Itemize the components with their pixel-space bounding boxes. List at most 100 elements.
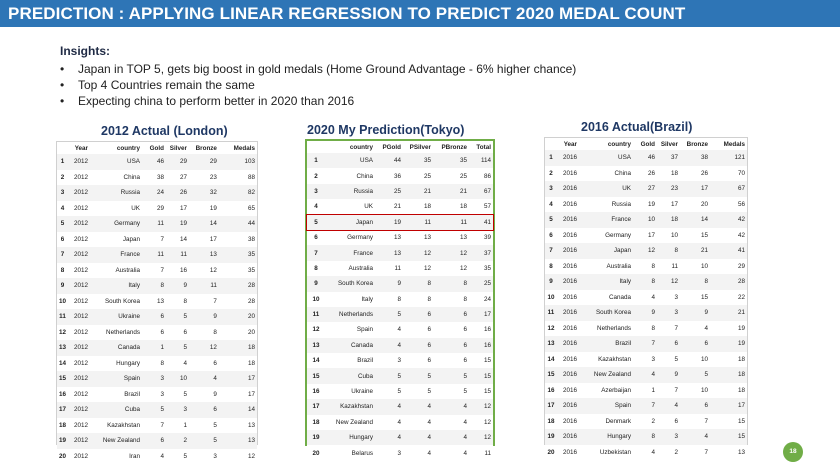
table-cell: 6 (403, 322, 433, 338)
row-index: 9 (307, 276, 325, 292)
table-cell: 8 (141, 278, 166, 294)
table-cell: 18 (657, 165, 680, 181)
table-row: 20 2012 Iran 4 5 3 12 (57, 448, 257, 464)
table-cell: New Zealand (325, 414, 375, 431)
table-cell: 7 (141, 262, 166, 278)
table-cell: 27 (165, 169, 189, 185)
table-cell: 5 (141, 402, 166, 418)
column-header: PGold (382, 143, 401, 151)
table-cell: 38 (218, 231, 257, 247)
table-cell: 13 (710, 444, 747, 460)
table-cell: 25 (403, 168, 433, 184)
row-index: 4 (57, 200, 69, 216)
row-index: 10 (545, 289, 557, 305)
table-row: 12 Spain 4 6 6 16 (307, 322, 493, 338)
row-index: 17 (57, 402, 69, 418)
table-cell: Brazil (325, 353, 375, 369)
column-header: country (607, 140, 631, 148)
table-cell: 15 (469, 368, 493, 384)
table-cell: 18 (710, 382, 747, 398)
table-row: 8 2016 Australia 8 11 10 29 (545, 258, 747, 274)
table-cell: Kazakhstan (90, 417, 142, 433)
table-cell: 6 (141, 309, 166, 325)
row-index: 2 (57, 169, 69, 185)
table-row: 6 2012 Japan 7 14 17 38 (57, 231, 257, 247)
table-cell: 39 (469, 229, 493, 246)
table-cell: 3 (633, 351, 657, 367)
table-cell: 5 (165, 448, 189, 464)
table-cell: 2016 (557, 196, 579, 212)
table-cell: 1 (141, 340, 166, 356)
row-index: 2 (307, 168, 325, 184)
table-cell: 19 (710, 320, 747, 336)
row-index: 7 (545, 243, 557, 259)
row-index: 16 (57, 386, 69, 402)
row-index: 13 (545, 336, 557, 352)
table-cell: 8 (433, 291, 469, 307)
table-cell: 35 (218, 262, 257, 278)
table-cell: 4 (141, 448, 166, 464)
table-cell: 9 (188, 386, 219, 402)
table-cell: South Korea (579, 305, 633, 321)
table-cell: 21 (680, 243, 710, 259)
table-cell: 21 (375, 199, 403, 215)
table-cell: 2016 (557, 429, 579, 445)
table-cell: 22 (710, 289, 747, 305)
table-cell: 19 (375, 214, 403, 230)
column-header: Year (563, 140, 577, 148)
row-index: 10 (57, 293, 69, 309)
table-cell: 88 (218, 169, 257, 185)
column-header: Silver (660, 140, 678, 148)
table-cell: 2016 (557, 227, 579, 243)
column-header: Total (476, 143, 491, 151)
row-index: 6 (307, 229, 325, 246)
table-cell: 24 (141, 185, 166, 201)
row-index: 19 (307, 430, 325, 446)
table-cell: 67 (469, 183, 493, 200)
table-row: 1 2016 USA 46 37 38 121 (545, 150, 747, 166)
row-index: 4 (545, 196, 557, 212)
table-cell: 13 (375, 245, 403, 261)
table-cell: Australia (90, 262, 142, 278)
table-cell: USA (579, 150, 633, 166)
table-cell: 2012 (68, 371, 90, 387)
row-index: 17 (545, 398, 557, 414)
table-cell: 8 (165, 293, 189, 309)
column-header: Year (74, 144, 88, 152)
row-index: 6 (57, 231, 69, 247)
row-index: 10 (307, 291, 325, 307)
table-cell: 2012 (68, 324, 90, 340)
table-cell: 9 (188, 309, 219, 325)
table-cell: 114 (469, 153, 493, 169)
table-cell: 4 (403, 399, 433, 415)
table-row: 3 Russia 25 21 21 67 (307, 183, 493, 200)
table-cell: 9 (657, 367, 680, 383)
table-cell: Cuba (90, 402, 142, 418)
table-cell: 13 (188, 247, 219, 263)
row-index: 18 (307, 414, 325, 431)
table-cell: 19 (188, 200, 219, 216)
table-cell: 8 (375, 291, 403, 307)
table-2020-prediction: country PGold PSilver PBronze Total 1 USA 44 35… (305, 139, 495, 461)
table-cell: Netherlands (325, 306, 375, 323)
table-row: 14 2016 Kazakhstan 3 5 10 18 (545, 351, 747, 367)
table-cell: 2016 (557, 320, 579, 336)
table-cell: 9 (375, 276, 403, 292)
table-cell: 2016 (557, 398, 579, 414)
table-row: 20 Belarus 3 4 4 11 (307, 445, 493, 461)
row-index: 12 (57, 324, 69, 340)
table-cell: Ukraine (325, 383, 375, 400)
table-cell: 2016 (557, 289, 579, 305)
table-cell: 2012 (68, 386, 90, 402)
table-cell: 8 (141, 355, 166, 371)
table-cell: 10 (680, 351, 710, 367)
table-cell: 10 (165, 371, 189, 387)
table-cell: 12 (469, 430, 493, 446)
table-cell: 2012 (68, 433, 90, 449)
table-cell: Spain (90, 371, 142, 387)
table-cell: 4 (403, 430, 433, 446)
table-cell: 17 (657, 196, 680, 212)
table-cell: 21 (710, 305, 747, 321)
table-cell: Kazakhstan (579, 351, 633, 367)
table-cell: 6 (657, 413, 680, 429)
